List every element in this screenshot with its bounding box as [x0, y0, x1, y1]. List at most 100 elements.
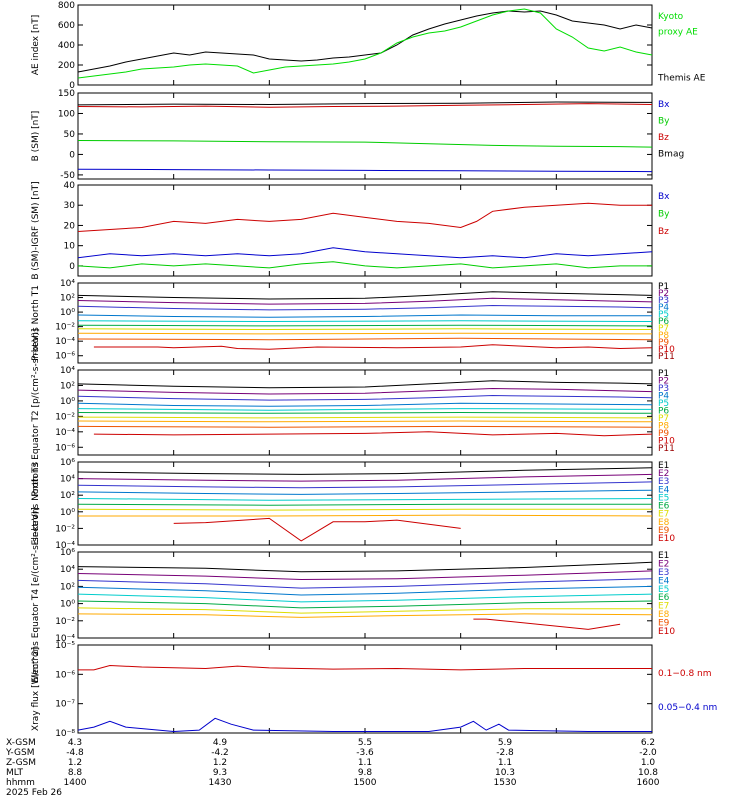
y-tick-label: 10⁴ [60, 279, 75, 289]
y-axis-label: B (SM)-IGRF (SM) [nT] [31, 181, 41, 279]
series-line-p6 [77, 324, 653, 327]
series-line-p8 [77, 332, 653, 335]
y-tick-label: 10⁰ [60, 397, 75, 407]
series-line-e9 [173, 517, 461, 542]
ephemeris-value: 1500 [354, 778, 377, 788]
legend-entry: E3 [658, 568, 669, 578]
y-tick-label: 10⁴ [60, 565, 75, 575]
y-axis-label: B (SM) [nT] [31, 111, 41, 162]
legend-entry: By [658, 210, 670, 220]
series-line-e2 [77, 570, 653, 581]
ephemeris-value: -3.6 [356, 748, 374, 758]
ephemeris-value: 1.1 [498, 758, 512, 768]
y-tick-label: 10² [60, 491, 75, 501]
series-line-e6 [77, 503, 652, 506]
series-line-bmag [77, 101, 653, 106]
y-tick-label: 800 [58, 1, 75, 11]
ephemeris-value: 5.9 [498, 738, 513, 748]
series-line-p3 [77, 304, 653, 311]
legend-entry: proxy AE [658, 27, 698, 37]
y-tick-label: 10⁻⁶ [55, 443, 75, 453]
ephemeris-row-label: Y-GSM [5, 748, 34, 758]
legend-entry: P8 [658, 422, 669, 432]
y-tick-label: 10² [60, 381, 75, 391]
series-line-by [77, 261, 652, 269]
panel-3-frame [77, 184, 653, 277]
legend-entry: Bz [658, 227, 669, 237]
legend-entry: E7 [658, 510, 669, 520]
y-tick-label: 600 [58, 21, 75, 31]
series-line-p5 [77, 320, 653, 323]
legend-entry: P3 [658, 296, 669, 306]
series-line-p9 [77, 337, 653, 341]
y-tick-label: 10⁻⁶ [55, 670, 75, 680]
legend-entry: Bmag [658, 150, 684, 160]
y-tick-label: 150 [58, 89, 75, 99]
ephemeris-row-label: MLT [6, 768, 24, 778]
ephemeris-value: 6.2 [641, 738, 655, 748]
legend-entry: P2 [658, 377, 669, 387]
legend-entry: P1 [658, 282, 669, 292]
series-line-e5 [77, 593, 653, 603]
ephemeris-value: 1400 [64, 778, 87, 788]
series-line-p4 [77, 402, 653, 407]
series-line-p4 [77, 314, 652, 318]
ephemeris-value: 8.8 [68, 768, 83, 778]
legend-entry: P7 [658, 414, 669, 424]
y-tick-label: 10⁻⁷ [55, 700, 75, 710]
legend-entry: E9 [658, 619, 670, 629]
y-tick-label: 10⁰ [60, 308, 75, 318]
legend-entry: P5 [658, 399, 669, 409]
ephemeris-value: 4.3 [68, 738, 82, 748]
legend-entry: P6 [658, 407, 669, 417]
y-tick-label: 10⁶ [60, 458, 75, 468]
y-tick-label: 50 [64, 130, 76, 140]
series-line-e3 [77, 578, 653, 589]
y-tick-label: 10² [60, 294, 75, 304]
ephemeris-value: 1.2 [68, 758, 82, 768]
legend-entry: Bx [658, 192, 670, 202]
series-line-e4 [77, 585, 653, 596]
series-line-p2 [77, 297, 653, 305]
ephemeris-value: 10.8 [638, 768, 658, 778]
legend-entry: E10 [658, 627, 675, 637]
legend-entry: E2 [658, 469, 669, 479]
y-tick-label: 10⁻⁴ [55, 337, 75, 347]
y-tick-label: -50 [60, 171, 75, 181]
series-line-e4 [77, 489, 653, 495]
y-tick-label: 30 [64, 201, 76, 211]
y-tick-label: 10⁻² [55, 323, 75, 333]
series-line-p3 [77, 394, 653, 401]
ephemeris-value: 1600 [637, 778, 660, 788]
series-line-p7 [77, 416, 653, 419]
y-axis-label: AE index [nT] [31, 15, 41, 75]
series-line-themis-ae [77, 10, 653, 73]
legend-entry: P7 [658, 324, 669, 334]
ephemeris-row-label: hhmm [6, 778, 35, 788]
series-line-e8 [78, 514, 653, 517]
date-label: 2025 Feb 26 [6, 788, 62, 798]
y-tick-label: 40 [64, 181, 76, 191]
y-tick-label: 10⁻⁴ [55, 634, 75, 644]
series-line-e10 [473, 618, 621, 630]
legend-entry: E4 [658, 485, 670, 495]
ephemeris-value: -2.8 [496, 748, 514, 758]
y-tick-label: 10⁶ [60, 548, 75, 558]
series-line-kyoto-proxy-ae [77, 8, 653, 79]
legend-entry: Bx [658, 100, 670, 110]
y-axis-label: Protons North T1 [31, 285, 41, 361]
legend-entry: E2 [658, 559, 669, 569]
panel-4-frame [77, 282, 653, 364]
ephemeris-value: 1430 [209, 778, 232, 788]
series-line-e1 [77, 561, 653, 573]
legend-entry: P2 [658, 289, 669, 299]
y-tick-label: 10 [64, 242, 76, 252]
ephemeris-value: 1530 [494, 778, 517, 788]
y-tick-label: 100 [58, 109, 75, 119]
y-tick-label: 200 [58, 61, 75, 71]
series-line-p8 [77, 420, 653, 423]
y-tick-label: 10⁻² [55, 412, 75, 422]
y-tick-label: 10⁰ [60, 508, 75, 518]
series-line-e7 [77, 607, 652, 614]
